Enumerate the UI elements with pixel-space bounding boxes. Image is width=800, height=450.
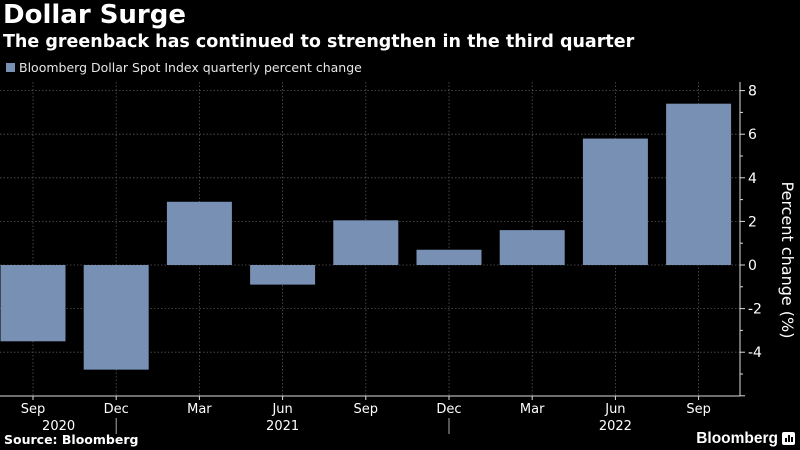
x-tick-label: Dec <box>436 402 461 417</box>
y-tick-label: -2 <box>748 302 762 318</box>
bloomberg-chart-icon <box>782 432 795 445</box>
bar <box>250 265 316 285</box>
x-tick-label: Sep <box>686 402 711 417</box>
brand-logo-text: Bloomberg <box>696 430 778 447</box>
bar <box>666 103 732 266</box>
chart-title: Dollar Surge <box>3 0 186 30</box>
x-tick-label: Jun <box>271 402 292 417</box>
x-tick-label: Mar <box>520 402 545 417</box>
legend-swatch <box>6 63 15 72</box>
x-tick-label: Mar <box>187 402 212 417</box>
bar <box>499 230 565 265</box>
y-tick-label: 8 <box>748 84 757 100</box>
x-tick-label: Dec <box>104 402 129 417</box>
x-axis: Sep Dec Mar Jun Sep Dec Mar Jun Sep 2020 2021 2022 <box>0 395 740 434</box>
y-tick-label: 0 <box>748 258 757 274</box>
x-tick-label: Jun <box>604 402 625 417</box>
x-year-label: 2021 <box>266 419 299 434</box>
bar <box>416 249 482 265</box>
x-year-label: 2020 <box>42 419 75 434</box>
chart-subtitle: The greenback has continued to strengthe… <box>3 32 635 52</box>
x-tick-label: Sep <box>21 402 46 417</box>
bar <box>0 265 66 342</box>
bar <box>83 265 149 370</box>
x-year-label: 2022 <box>599 419 632 434</box>
y-tick-label: 2 <box>748 214 757 230</box>
bar <box>166 201 232 265</box>
bar <box>333 220 399 265</box>
y-axis-label: Percent change (%) <box>778 182 797 339</box>
y-tick-label: 6 <box>748 127 757 143</box>
source-note: Source: Bloomberg <box>4 432 139 447</box>
legend: Bloomberg Dollar Spot Index quarterly pe… <box>6 60 362 75</box>
bars <box>0 103 732 370</box>
x-tick-label: Sep <box>354 402 379 417</box>
legend-label: Bloomberg Dollar Spot Index quarterly pe… <box>19 60 362 75</box>
y-tick-label: 4 <box>748 171 757 187</box>
bar <box>582 138 648 265</box>
y-tick-label: -4 <box>748 345 762 361</box>
y-axis: 8 6 4 2 0 -2 -4 Percent change (%) <box>739 82 797 397</box>
